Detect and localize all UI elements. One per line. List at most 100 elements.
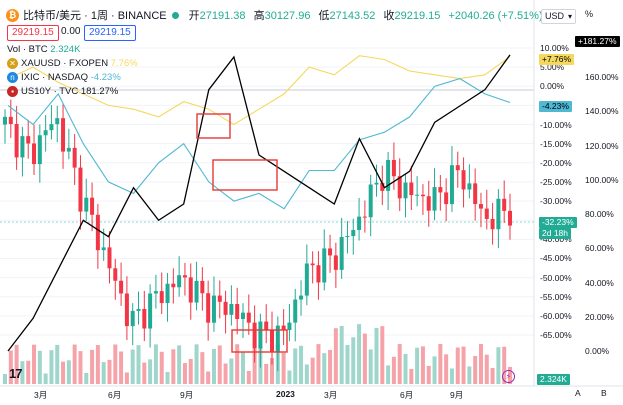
candle-body: [182, 275, 187, 278]
candle-body: [467, 183, 472, 190]
volume-bar: [142, 362, 147, 384]
grid-lines: [0, 47, 534, 336]
candle-body: [177, 275, 182, 288]
left-axis-tick: -65.00%: [540, 330, 572, 340]
legend-us10y[interactable]: ▪ US10Y · TVC 181.27%: [7, 86, 118, 97]
volume-bar: [287, 370, 292, 384]
tradingview-logo[interactable]: 17: [9, 366, 23, 381]
left-axis-tick: -40.00%: [540, 234, 572, 245]
volume-bar: [211, 349, 216, 384]
volume-bar: [148, 359, 153, 384]
gold-icon: ✕: [7, 58, 18, 69]
candle-countdown: 2d 18h: [539, 228, 571, 239]
btc-candles: [3, 99, 512, 372]
market-status-icon: [171, 11, 179, 19]
candle-body: [484, 208, 489, 219]
left-axis-tick: -25.00%: [540, 176, 572, 187]
volume-bar: [333, 328, 338, 384]
time-axis-tick: 3月: [34, 390, 48, 400]
volume-bar: [328, 349, 333, 384]
candle-body: [159, 291, 164, 304]
volume-bar: [194, 344, 199, 384]
sell-price-button[interactable]: 29219.15: [7, 25, 59, 41]
symbol-title[interactable]: 比特币/美元 · 1周 · BINANCE: [23, 10, 167, 22]
left-axis-tick: 10.00%: [540, 43, 569, 53]
volume-bar: [374, 327, 379, 384]
volume-bar: [66, 360, 71, 384]
volume-bar: [496, 347, 501, 384]
candle-body: [101, 247, 106, 251]
candle-body: [438, 187, 443, 193]
left-axis-tick: -60.00%: [540, 310, 572, 321]
candle-body: [200, 280, 205, 294]
volume-bar: [351, 337, 356, 384]
candle-body: [223, 301, 228, 315]
candle-body: [142, 308, 147, 329]
candle-body: [478, 204, 483, 209]
candle-body: [322, 248, 327, 283]
candle-body: [403, 182, 408, 199]
volume-bar: [8, 350, 13, 384]
volume-bar: [270, 358, 275, 384]
candle-body: [508, 210, 512, 226]
volume-bar: [380, 326, 385, 384]
volume-bar: [339, 325, 344, 384]
candle-body: [20, 136, 25, 158]
candle-body: [258, 321, 263, 349]
volume-tag: 2.324K: [537, 374, 570, 385]
candle-body: [345, 236, 350, 238]
buy-price-button[interactable]: 29219.15: [84, 25, 136, 41]
volume-bar: [426, 365, 431, 384]
candle-body: [72, 147, 77, 168]
volume-bar: [240, 352, 245, 384]
candle-body: [165, 283, 170, 304]
spread-value: 0.00: [61, 26, 81, 37]
volume-bar: [264, 363, 269, 384]
volume-bar: [90, 349, 95, 384]
volume-bar: [362, 333, 367, 384]
volume-bar: [49, 350, 54, 384]
candle-body: [270, 329, 275, 352]
legend-xau[interactable]: ✕ XAUUSD · FXOPEN 7.76%: [7, 58, 138, 69]
candle-body: [252, 322, 257, 349]
legend-ixic[interactable]: n IXIC · NASDAQ -4.23%: [7, 72, 121, 83]
candle-body: [43, 130, 48, 136]
time-axis-tick: 6月: [400, 390, 414, 400]
lightning-icon[interactable]: ⚡: [502, 370, 515, 383]
right-axis-tick: 160.00%: [585, 72, 619, 82]
volume-bar: [409, 368, 414, 384]
volume-bar: [246, 370, 251, 384]
volume-bar: [391, 356, 396, 384]
pane-b-letter: B: [601, 388, 607, 398]
candle-body: [8, 116, 13, 124]
candle-body: [409, 182, 414, 196]
volume-bar: [293, 348, 298, 384]
volume-bar: [299, 345, 304, 384]
volume-bar: [322, 353, 327, 384]
right-axis-tick: 100.00%: [585, 174, 619, 185]
percent-scale-toggle[interactable]: %: [585, 9, 594, 19]
ixic-tag: -4.23%: [539, 101, 572, 112]
candle-body: [316, 265, 321, 283]
volume-bar: [432, 356, 437, 384]
left-axis-tick: 0.00%: [540, 81, 565, 92]
highlight-box: [231, 329, 288, 353]
candle-body: [124, 293, 129, 327]
volume-bar: [368, 349, 373, 384]
time-axis-tick: 2023: [276, 389, 295, 399]
volume-bar: [188, 358, 193, 384]
volume-bar: [478, 344, 483, 384]
volume-bar: [72, 344, 77, 384]
volume-bar: [182, 363, 187, 384]
currency-dropdown[interactable]: USD ▾: [541, 9, 576, 24]
xau-tag: +7.76%: [539, 54, 575, 65]
left-axis-tick: -20.00%: [540, 157, 572, 168]
volume-bar: [316, 344, 321, 384]
candle-body: [502, 198, 507, 211]
legend-volume[interactable]: Vol · BTC 2.324K: [7, 44, 81, 55]
us10y-line: [7, 54, 511, 352]
candle-body: [113, 268, 118, 281]
volume-bar: [304, 364, 309, 384]
left-axis-tick: -15.00%: [540, 138, 572, 149]
